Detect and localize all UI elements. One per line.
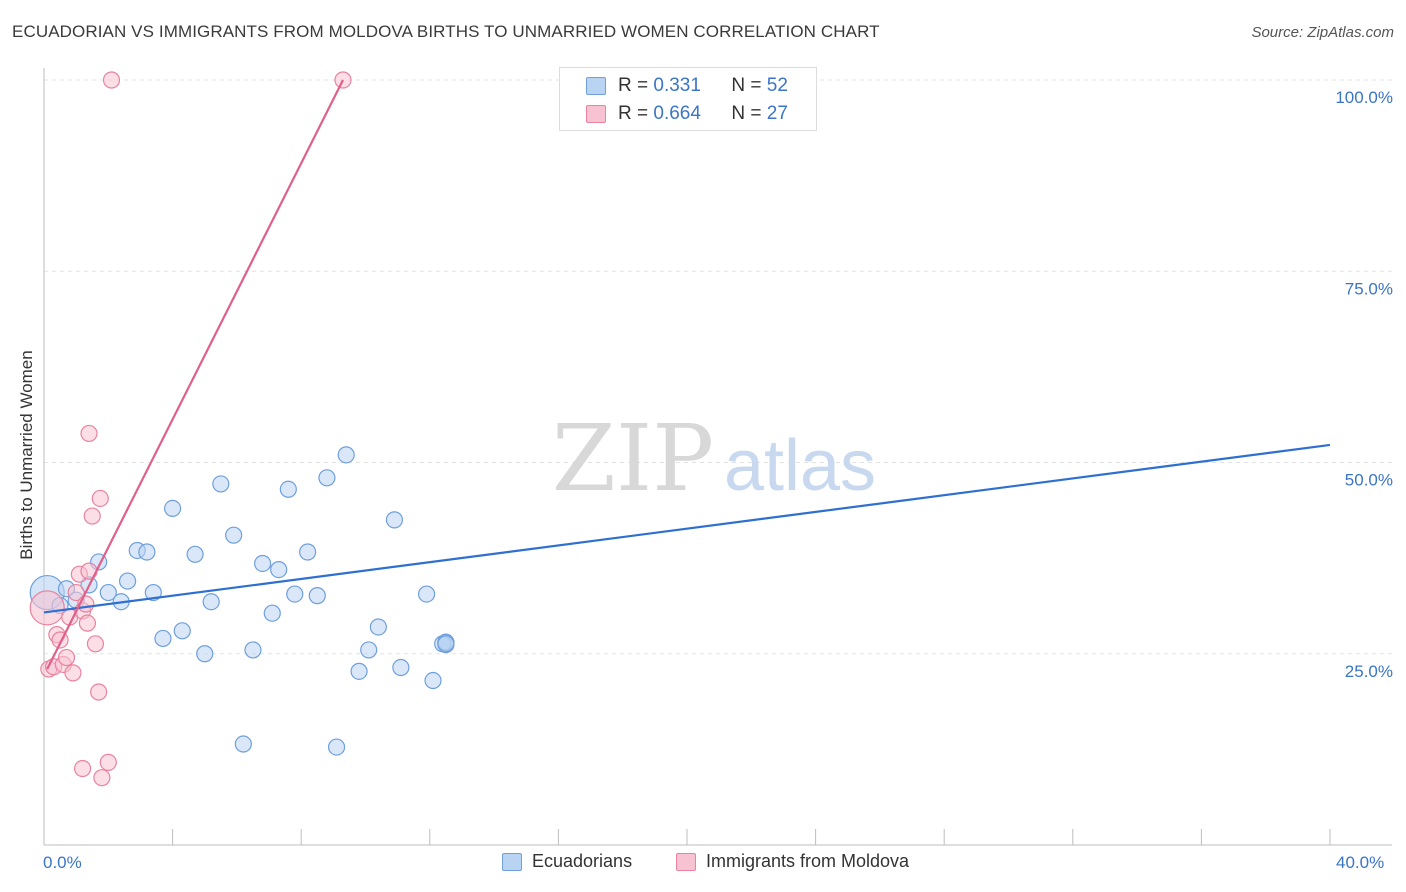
r-label: R = bbox=[618, 103, 654, 124]
ecuadorians-point-17 bbox=[202, 593, 220, 611]
ecuadorians-point-33 bbox=[360, 641, 378, 659]
ecuadorians-point-24 bbox=[270, 560, 288, 579]
n-label: N = bbox=[731, 103, 767, 124]
ecuadorians-point-29 bbox=[318, 469, 336, 487]
legend-swatch-moldova bbox=[676, 852, 696, 871]
moldova-point-17 bbox=[83, 507, 101, 525]
y-tick-label-0: 25.0% bbox=[1345, 662, 1393, 681]
moldova-point-16 bbox=[80, 424, 98, 443]
ecuadorians-point-19 bbox=[225, 526, 243, 544]
ecuadorians-point-10 bbox=[138, 543, 156, 561]
moldova-point-22 bbox=[99, 753, 117, 771]
legend-item-moldova: Immigrants from Moldova bbox=[676, 851, 909, 872]
ecuadorians-point-32 bbox=[350, 662, 368, 680]
moldova-point-18 bbox=[86, 635, 105, 653]
ecuadorians-point-38 bbox=[424, 671, 442, 690]
watermark-atlas: atlas bbox=[724, 426, 876, 506]
ecuadorians-point-34 bbox=[369, 618, 387, 636]
r-label: R = bbox=[618, 75, 654, 96]
ecuadorians-point-8 bbox=[118, 572, 137, 590]
ecuadorians-point-18 bbox=[212, 475, 230, 493]
r-value-ecuadorians: 0.331 bbox=[653, 75, 701, 96]
source-label: Source: ZipAtlas.com bbox=[1251, 24, 1394, 41]
y-tick-label-1: 50.0% bbox=[1345, 471, 1393, 490]
ecuadorians-point-6 bbox=[99, 583, 117, 602]
stats-legend: R = 0.331 N = 52 R = 0.664 N = 27 bbox=[559, 67, 817, 131]
moldova-point-19 bbox=[90, 683, 108, 701]
moldova-point-9 bbox=[67, 583, 85, 602]
ecuadorians-point-13 bbox=[164, 499, 182, 517]
ecuadorians-point-30 bbox=[327, 738, 346, 756]
grid-lines bbox=[44, 79, 1392, 655]
trend-line-ecuadorians bbox=[43, 443, 1331, 614]
y-tick-labels: 25.0% 50.0% 75.0% 100.0% bbox=[1335, 88, 1393, 681]
n-value-moldova: 27 bbox=[766, 103, 788, 124]
y-axis-label: Births to Unmarried Women bbox=[17, 350, 36, 560]
ecuadorians-point-36 bbox=[392, 658, 410, 677]
moldova-point-20 bbox=[91, 489, 109, 508]
moldova-point-23 bbox=[102, 71, 121, 89]
ecuadorians-point-20 bbox=[234, 735, 252, 753]
swatch-moldova bbox=[586, 105, 606, 123]
stats-row-moldova: R = 0.664 N = 27 bbox=[586, 101, 788, 127]
stats-row-ecuadorians: R = 0.331 N = 52 bbox=[586, 73, 788, 99]
legend-swatch-ecuadorians bbox=[502, 852, 522, 871]
ecuadorians-point-11 bbox=[144, 583, 162, 602]
moldova-point-13 bbox=[78, 614, 97, 632]
ecuadorians-point-27 bbox=[299, 543, 317, 561]
ecuadorians-point-31 bbox=[337, 446, 355, 464]
watermark-zip: ZIP bbox=[552, 405, 714, 512]
moldova-point-0 bbox=[29, 590, 65, 626]
ecuadorians-point-22 bbox=[254, 554, 272, 573]
chart-title: ECUADORIAN VS IMMIGRANTS FROM MOLDOVA BI… bbox=[12, 22, 880, 41]
x-tick-label-max: 40.0% bbox=[1336, 853, 1385, 872]
x-tick-label-min: 0.0% bbox=[43, 853, 82, 872]
ecuadorians-point-25 bbox=[279, 480, 297, 498]
n-label: N = bbox=[731, 75, 767, 96]
ecuadorians-point-15 bbox=[186, 545, 204, 563]
ecuadorians-point-28 bbox=[308, 587, 326, 605]
legend-label-moldova: Immigrants from Moldova bbox=[706, 851, 910, 871]
swatch-ecuadorians bbox=[586, 77, 606, 95]
y-tick-label-2: 75.0% bbox=[1345, 279, 1393, 298]
moldova-point-14 bbox=[73, 759, 92, 778]
moldova-point-21 bbox=[93, 769, 111, 787]
r-value-moldova: 0.664 bbox=[653, 103, 701, 124]
ecuadorians-point-12 bbox=[154, 629, 172, 648]
trend-line-moldova bbox=[46, 79, 344, 670]
n-value-ecuadorians: 52 bbox=[766, 75, 788, 96]
y-tick-label-3: 100.0% bbox=[1335, 88, 1393, 107]
ecuadorians-point-26 bbox=[286, 585, 304, 603]
watermark: ZIP atlas bbox=[552, 405, 876, 512]
legend-item-ecuadorians: Ecuadorians bbox=[502, 851, 632, 872]
ecuadorians-point-14 bbox=[173, 622, 191, 640]
trend-lines bbox=[43, 79, 1331, 670]
ecuadorians-point-35 bbox=[385, 511, 404, 529]
series-moldova-points bbox=[29, 71, 352, 787]
moldova-point-6 bbox=[57, 648, 76, 667]
ecuadorians-point-16 bbox=[196, 645, 214, 663]
moldova-point-8 bbox=[64, 664, 82, 682]
legend-label-ecuadorians: Ecuadorians bbox=[532, 851, 633, 871]
ecuadorians-point-23 bbox=[263, 604, 281, 622]
axes bbox=[43, 68, 1392, 846]
ecuadorians-point-21 bbox=[244, 641, 262, 659]
ecuadorians-point-37 bbox=[417, 585, 436, 603]
ecuadorians-point-44 bbox=[437, 635, 455, 653]
